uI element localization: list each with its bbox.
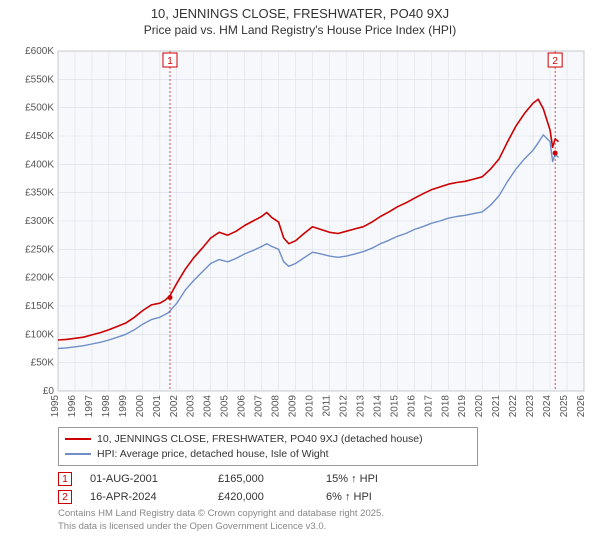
svg-text:1996: 1996 bbox=[67, 394, 78, 417]
svg-text:£150K: £150K bbox=[25, 301, 54, 312]
svg-text:2023: 2023 bbox=[525, 394, 536, 417]
svg-text:2002: 2002 bbox=[169, 394, 180, 417]
svg-text:2021: 2021 bbox=[491, 394, 502, 417]
svg-text:2020: 2020 bbox=[474, 394, 485, 417]
svg-text:£100K: £100K bbox=[25, 329, 54, 340]
svg-text:2019: 2019 bbox=[457, 394, 468, 417]
svg-text:2009: 2009 bbox=[288, 394, 299, 417]
svg-text:1998: 1998 bbox=[101, 394, 112, 417]
svg-text:£500K: £500K bbox=[25, 103, 54, 114]
svg-text:2022: 2022 bbox=[508, 394, 519, 417]
svg-text:2018: 2018 bbox=[440, 394, 451, 417]
chart-subtitle: Price paid vs. HM Land Registry's House … bbox=[8, 23, 592, 37]
callout-table: 1 01-AUG-2001 £165,000 15% ↑ HPI 2 16-AP… bbox=[58, 472, 592, 504]
svg-text:2026: 2026 bbox=[576, 394, 587, 417]
svg-text:2001: 2001 bbox=[152, 394, 163, 417]
svg-text:1999: 1999 bbox=[118, 394, 129, 417]
svg-text:£400K: £400K bbox=[25, 159, 54, 170]
svg-text:2: 2 bbox=[552, 56, 558, 67]
svg-text:2005: 2005 bbox=[220, 394, 231, 417]
callout-delta: 15% ↑ HPI bbox=[326, 473, 378, 485]
svg-text:2017: 2017 bbox=[423, 394, 434, 417]
svg-text:2010: 2010 bbox=[305, 394, 316, 417]
callout-badge: 1 bbox=[58, 472, 72, 486]
svg-text:£350K: £350K bbox=[25, 188, 54, 199]
svg-text:£450K: £450K bbox=[25, 131, 54, 142]
svg-text:2015: 2015 bbox=[389, 394, 400, 417]
legend-row: HPI: Average price, detached house, Isle… bbox=[65, 447, 471, 462]
svg-text:£300K: £300K bbox=[25, 216, 54, 227]
callout-price: £165,000 bbox=[218, 473, 308, 485]
svg-text:£250K: £250K bbox=[25, 244, 54, 255]
legend-label: HPI: Average price, detached house, Isle… bbox=[97, 447, 329, 462]
svg-text:2013: 2013 bbox=[355, 394, 366, 417]
svg-text:2025: 2025 bbox=[559, 394, 570, 417]
svg-text:2003: 2003 bbox=[186, 394, 197, 417]
svg-text:2024: 2024 bbox=[542, 394, 553, 417]
footer-line: Contains HM Land Registry data © Crown c… bbox=[58, 508, 592, 520]
legend-swatch bbox=[65, 438, 91, 440]
svg-text:£550K: £550K bbox=[25, 74, 54, 85]
svg-text:2011: 2011 bbox=[321, 394, 332, 416]
legend: 10, JENNINGS CLOSE, FRESHWATER, PO40 9XJ… bbox=[58, 427, 478, 466]
svg-text:2000: 2000 bbox=[135, 394, 146, 417]
callout-badge: 2 bbox=[58, 490, 72, 504]
svg-text:2004: 2004 bbox=[203, 394, 214, 417]
svg-text:2006: 2006 bbox=[237, 394, 248, 417]
svg-text:2012: 2012 bbox=[338, 394, 349, 417]
callout-row: 1 01-AUG-2001 £165,000 15% ↑ HPI bbox=[58, 472, 592, 486]
legend-label: 10, JENNINGS CLOSE, FRESHWATER, PO40 9XJ… bbox=[97, 432, 423, 447]
callout-delta: 6% ↑ HPI bbox=[326, 491, 372, 503]
svg-text:1997: 1997 bbox=[84, 394, 95, 417]
callout-price: £420,000 bbox=[218, 491, 308, 503]
svg-text:£50K: £50K bbox=[31, 358, 55, 369]
footer-line: This data is licensed under the Open Gov… bbox=[58, 521, 592, 533]
chart-area: £0£50K£100K£150K£200K£250K£300K£350K£400… bbox=[8, 43, 592, 423]
svg-text:1995: 1995 bbox=[50, 394, 61, 417]
footer: Contains HM Land Registry data © Crown c… bbox=[58, 508, 592, 533]
svg-text:2016: 2016 bbox=[406, 394, 417, 417]
svg-text:2008: 2008 bbox=[271, 394, 282, 417]
svg-text:£200K: £200K bbox=[25, 273, 54, 284]
chart-title: 10, JENNINGS CLOSE, FRESHWATER, PO40 9XJ bbox=[8, 6, 592, 23]
svg-text:1: 1 bbox=[167, 56, 173, 67]
svg-text:2014: 2014 bbox=[372, 394, 383, 417]
callout-date: 16-APR-2024 bbox=[90, 491, 200, 503]
callout-row: 2 16-APR-2024 £420,000 6% ↑ HPI bbox=[58, 490, 592, 504]
legend-row: 10, JENNINGS CLOSE, FRESHWATER, PO40 9XJ… bbox=[65, 432, 471, 447]
line-chart-svg: £0£50K£100K£150K£200K£250K£300K£350K£400… bbox=[8, 43, 592, 423]
svg-text:£600K: £600K bbox=[25, 46, 54, 57]
callout-date: 01-AUG-2001 bbox=[90, 473, 200, 485]
legend-swatch bbox=[65, 453, 91, 455]
svg-text:2007: 2007 bbox=[254, 394, 265, 417]
